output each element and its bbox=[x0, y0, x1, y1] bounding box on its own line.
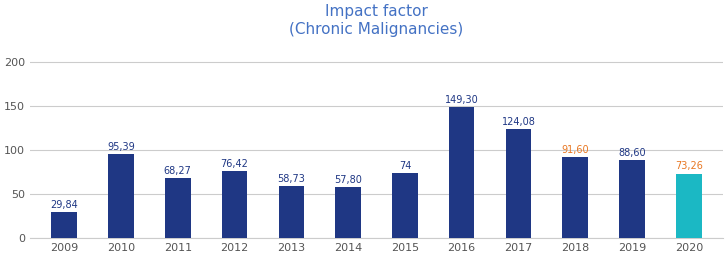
Bar bbox=[108, 154, 134, 238]
Bar bbox=[222, 171, 247, 238]
Text: 68,27: 68,27 bbox=[164, 166, 192, 176]
Bar bbox=[165, 178, 190, 238]
Text: 73,26: 73,26 bbox=[675, 161, 703, 171]
Text: 74: 74 bbox=[398, 161, 411, 171]
Text: 149,30: 149,30 bbox=[445, 95, 478, 105]
Bar bbox=[52, 212, 77, 238]
Text: 91,60: 91,60 bbox=[561, 145, 589, 155]
Text: 95,39: 95,39 bbox=[107, 142, 135, 152]
Title: Impact factor
(Chronic Malignancies): Impact factor (Chronic Malignancies) bbox=[289, 4, 464, 36]
Bar bbox=[619, 160, 645, 238]
Text: 29,84: 29,84 bbox=[50, 199, 78, 209]
Bar bbox=[506, 129, 531, 238]
Bar bbox=[278, 186, 304, 238]
Text: 88,60: 88,60 bbox=[618, 148, 646, 158]
Bar bbox=[449, 107, 475, 238]
Bar bbox=[392, 173, 417, 238]
Bar bbox=[335, 187, 361, 238]
Text: 124,08: 124,08 bbox=[502, 117, 535, 127]
Bar bbox=[563, 158, 588, 238]
Text: 58,73: 58,73 bbox=[278, 174, 305, 184]
Text: 76,42: 76,42 bbox=[220, 159, 249, 169]
Text: 57,80: 57,80 bbox=[334, 175, 362, 185]
Bar bbox=[676, 174, 702, 238]
